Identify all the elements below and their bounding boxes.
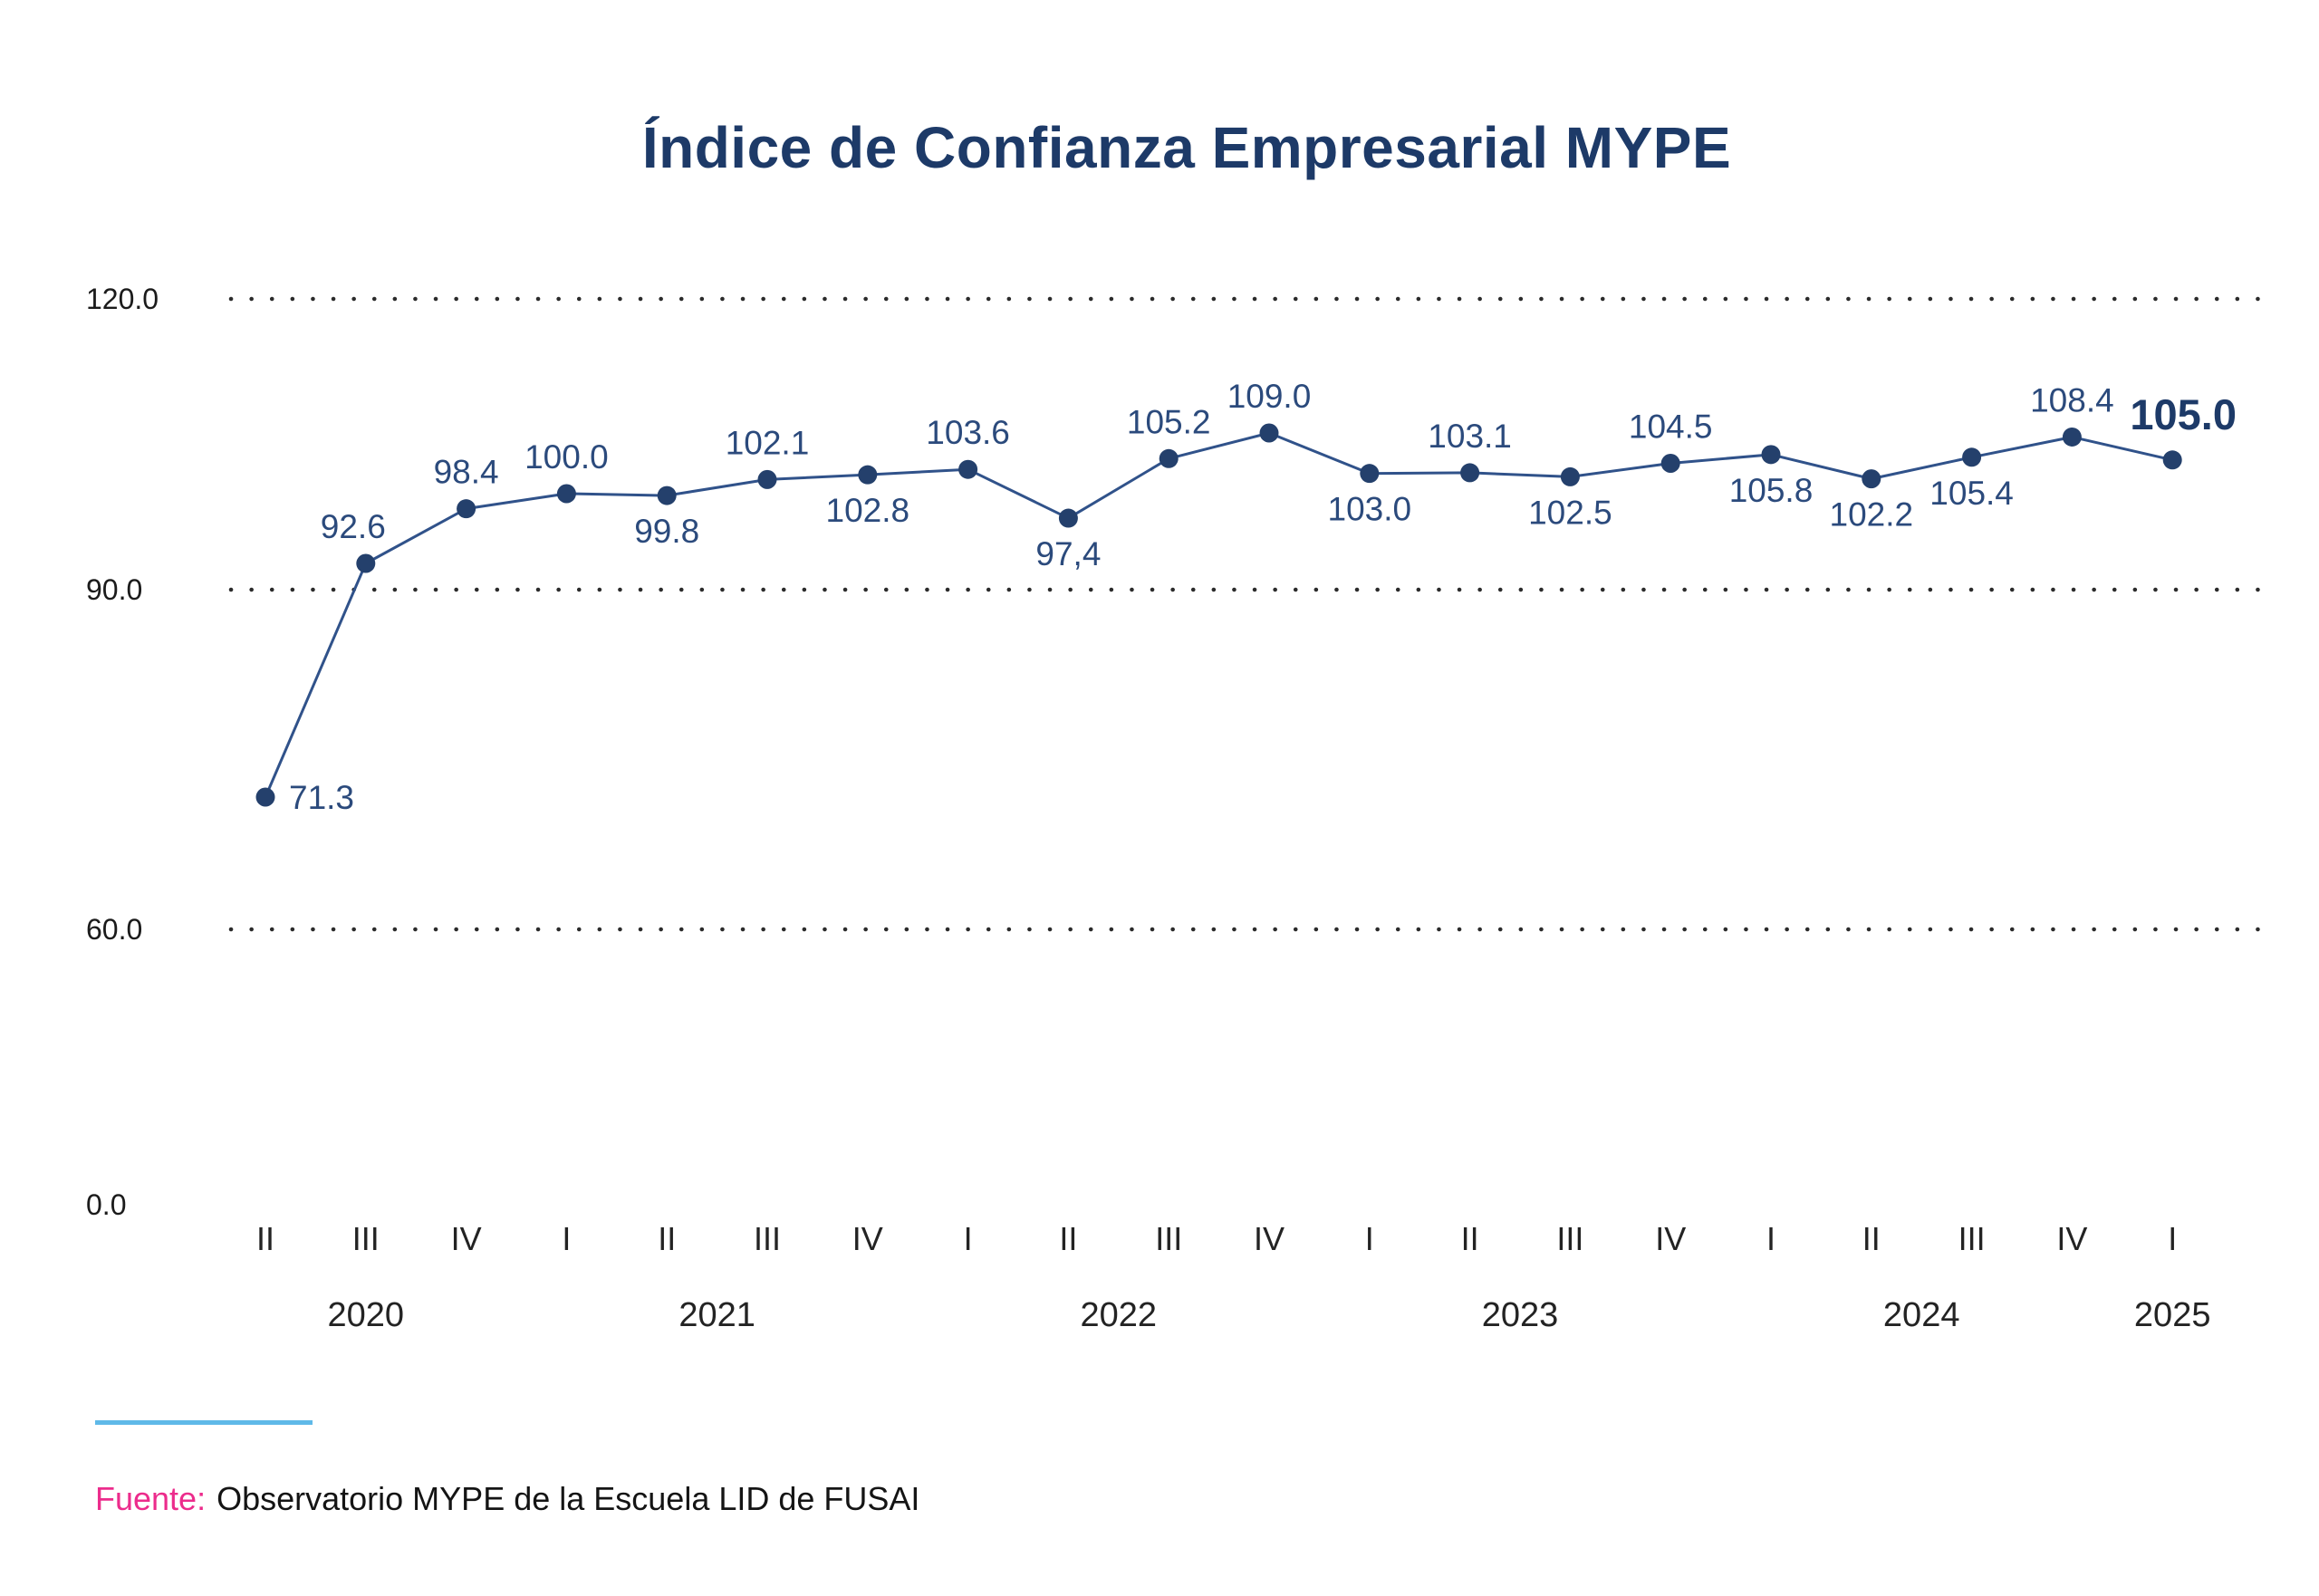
data-point-label: 104.5 xyxy=(1629,409,1713,446)
data-point xyxy=(1460,463,1480,483)
data-point-label: 102.8 xyxy=(826,492,910,529)
data-point-label: 71.3 xyxy=(289,779,354,816)
x-axis-quarter-label: II xyxy=(658,1220,676,1257)
source-text: Observatorio MYPE de la Escuela LID de F… xyxy=(217,1480,920,1517)
data-point-label: 105.0 xyxy=(2130,390,2237,438)
x-axis-quarter-label: II xyxy=(256,1220,274,1257)
y-axis-tick-label: 60.0 xyxy=(86,913,142,946)
x-axis-quarter-label: I xyxy=(2168,1220,2177,1257)
chart-title: Índice de Confianza Empresarial MYPE xyxy=(641,115,1732,180)
data-point-label: 102.2 xyxy=(1830,496,1914,534)
data-point xyxy=(1058,508,1078,528)
data-point-label: 105.8 xyxy=(1729,472,1814,509)
data-point-label: 102.1 xyxy=(726,424,810,461)
data-point-label: 102.5 xyxy=(1528,494,1612,531)
y-axis-tick-label: 120.0 xyxy=(86,283,159,315)
x-axis-quarter-label: III xyxy=(754,1220,781,1257)
data-point xyxy=(858,465,878,485)
x-axis-quarter-label: III xyxy=(1556,1220,1583,1257)
data-point xyxy=(1259,423,1279,443)
footer-accent-line xyxy=(95,1420,313,1425)
data-point xyxy=(457,499,476,519)
data-point xyxy=(255,787,275,807)
data-point xyxy=(657,486,677,505)
x-axis-year-label: 2021 xyxy=(678,1296,755,1334)
data-point-label: 92.6 xyxy=(321,508,386,545)
x-axis-year-label: 2025 xyxy=(2134,1296,2211,1334)
trend-line xyxy=(264,431,2173,798)
x-axis-year-label: 2024 xyxy=(1883,1296,1960,1334)
data-point xyxy=(1560,466,1580,486)
x-axis-quarter-label: IV xyxy=(852,1220,883,1257)
x-axis-year-label: 2023 xyxy=(1482,1296,1559,1334)
data-point xyxy=(1159,448,1179,468)
x-axis-quarter-label: I xyxy=(964,1220,973,1257)
x-axis-quarter-label: III xyxy=(352,1220,380,1257)
data-point xyxy=(2062,427,2082,447)
data-point xyxy=(757,469,777,489)
x-axis-quarter-label: II xyxy=(1461,1220,1479,1257)
data-point xyxy=(1660,454,1680,473)
data-point xyxy=(1962,447,1982,467)
data-point-label: 105.4 xyxy=(1929,475,2014,512)
x-axis-quarter-label: I xyxy=(1766,1220,1775,1257)
data-point-label: 103.6 xyxy=(926,414,1010,451)
data-point xyxy=(958,459,978,479)
data-point-label: 99.8 xyxy=(634,513,699,550)
y-axis-tick-label: 90.0 xyxy=(86,573,142,606)
y-axis-tick-label: 0.0 xyxy=(86,1188,126,1221)
data-point-label: 97,4 xyxy=(1035,535,1101,572)
x-axis-quarter-label: IV xyxy=(451,1220,482,1257)
data-point xyxy=(2162,450,2182,470)
x-axis-quarter-label: III xyxy=(1155,1220,1182,1257)
source-label: Fuente: xyxy=(95,1480,207,1517)
data-point-label: 108.4 xyxy=(2030,381,2114,418)
data-point xyxy=(1360,464,1380,484)
x-axis-quarter-label: I xyxy=(562,1220,571,1257)
x-axis-quarter-label: III xyxy=(1958,1220,1986,1257)
data-point xyxy=(556,484,576,504)
data-point xyxy=(1761,445,1781,465)
data-point-label: 105.2 xyxy=(1127,403,1211,440)
x-axis-quarter-label: IV xyxy=(1254,1220,1285,1257)
x-axis-quarter-label: IV xyxy=(2056,1220,2087,1257)
data-point-label: 100.0 xyxy=(524,438,609,476)
source-line: Fuente: Observatorio MYPE de la Escuela L… xyxy=(95,1480,919,1518)
x-axis-year-label: 2022 xyxy=(1081,1296,1158,1334)
data-point-label: 109.0 xyxy=(1227,378,1312,415)
x-axis-quarter-label: II xyxy=(1059,1220,1077,1257)
x-axis-quarter-label: II xyxy=(1862,1220,1881,1257)
data-point xyxy=(1862,469,1881,489)
data-point-label: 103.0 xyxy=(1328,491,1412,528)
data-point-label: 103.1 xyxy=(1428,418,1512,455)
x-axis-year-label: 2020 xyxy=(328,1296,405,1334)
data-point xyxy=(356,553,376,573)
x-axis-quarter-label: I xyxy=(1365,1220,1374,1257)
data-point-label: 98.4 xyxy=(434,454,499,491)
x-axis-quarter-label: IV xyxy=(1655,1220,1686,1257)
